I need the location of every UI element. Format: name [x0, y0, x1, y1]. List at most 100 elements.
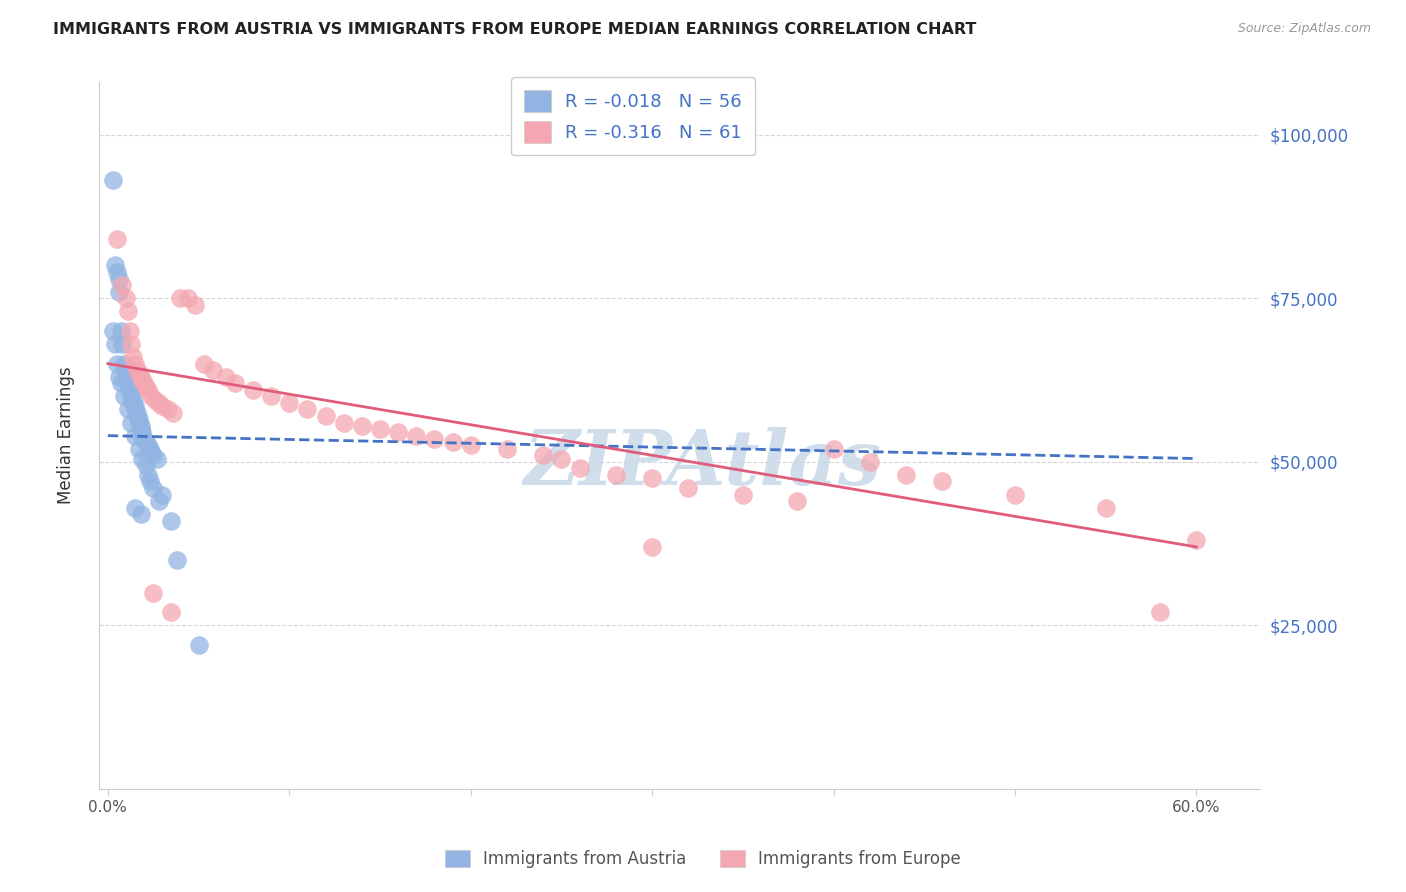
Point	[169, 291, 191, 305]
Point	[135, 435, 157, 450]
Point	[278, 396, 301, 410]
Point	[141, 445, 163, 459]
Point	[460, 438, 482, 452]
Point	[143, 392, 166, 407]
Point	[142, 481, 165, 495]
Point	[568, 461, 591, 475]
Point	[115, 363, 138, 377]
Point	[122, 392, 145, 407]
Point	[111, 278, 134, 293]
Point	[124, 500, 146, 515]
Point	[1004, 487, 1026, 501]
Point	[142, 448, 165, 462]
Point	[104, 259, 127, 273]
Point	[641, 540, 664, 554]
Point	[142, 586, 165, 600]
Point	[136, 438, 159, 452]
Point	[1149, 606, 1171, 620]
Point	[131, 425, 153, 440]
Text: IMMIGRANTS FROM AUSTRIA VS IMMIGRANTS FROM EUROPE MEDIAN EARNINGS CORRELATION CH: IMMIGRANTS FROM AUSTRIA VS IMMIGRANTS FR…	[53, 22, 977, 37]
Point	[368, 422, 391, 436]
Point	[103, 173, 125, 187]
Point	[193, 357, 215, 371]
Point	[162, 406, 184, 420]
Point	[120, 416, 142, 430]
Point	[134, 376, 156, 391]
Point	[141, 389, 163, 403]
Point	[115, 291, 138, 305]
Point	[128, 412, 150, 426]
Point	[135, 379, 157, 393]
Point	[128, 367, 150, 381]
Point	[187, 638, 209, 652]
Point	[120, 389, 142, 403]
Point	[224, 376, 246, 391]
Point	[605, 467, 627, 482]
Point	[148, 494, 170, 508]
Point	[107, 369, 129, 384]
Point	[118, 324, 141, 338]
Point	[156, 402, 179, 417]
Point	[110, 324, 132, 338]
Point	[823, 442, 845, 456]
Point	[122, 396, 145, 410]
Point	[1094, 500, 1116, 515]
Point	[122, 350, 145, 364]
Point	[315, 409, 337, 423]
Point	[423, 432, 446, 446]
Point	[441, 435, 464, 450]
Point	[118, 379, 141, 393]
Point	[104, 337, 127, 351]
Point	[124, 402, 146, 417]
Point	[678, 481, 700, 495]
Point	[131, 373, 153, 387]
Point	[176, 291, 198, 305]
Text: ZIPAtlas: ZIPAtlas	[523, 427, 882, 501]
Legend: R = -0.018   N = 56, R = -0.316   N = 61: R = -0.018 N = 56, R = -0.316 N = 61	[512, 77, 755, 155]
Point	[111, 337, 134, 351]
Point	[118, 383, 141, 397]
Point	[115, 369, 138, 384]
Text: Source: ZipAtlas.com: Source: ZipAtlas.com	[1237, 22, 1371, 36]
Point	[896, 467, 918, 482]
Point	[131, 451, 153, 466]
Point	[105, 357, 128, 371]
Point	[1185, 533, 1208, 548]
Point	[131, 428, 153, 442]
Point	[120, 337, 142, 351]
Y-axis label: Median Earnings: Median Earnings	[58, 367, 75, 505]
Point	[129, 418, 152, 433]
Point	[138, 442, 160, 456]
Point	[332, 416, 354, 430]
Point	[260, 389, 283, 403]
Point	[148, 396, 170, 410]
Point	[297, 402, 319, 417]
Point	[117, 402, 139, 417]
Point	[641, 471, 664, 485]
Point	[125, 363, 148, 377]
Point	[117, 376, 139, 391]
Point	[405, 428, 427, 442]
Point	[160, 514, 183, 528]
Point	[496, 442, 519, 456]
Point	[135, 458, 157, 472]
Point	[550, 451, 572, 466]
Point	[128, 416, 150, 430]
Point	[859, 455, 882, 469]
Point	[136, 467, 159, 482]
Point	[129, 422, 152, 436]
Point	[387, 425, 409, 440]
Point	[103, 324, 125, 338]
Point	[124, 428, 146, 442]
Point	[138, 475, 160, 489]
Point	[112, 389, 135, 403]
Point	[242, 383, 264, 397]
Point	[129, 369, 152, 384]
Point	[160, 606, 183, 620]
Point	[120, 386, 142, 401]
Point	[107, 271, 129, 285]
Point	[105, 265, 128, 279]
Point	[202, 363, 225, 377]
Point	[531, 448, 554, 462]
Point	[124, 399, 146, 413]
